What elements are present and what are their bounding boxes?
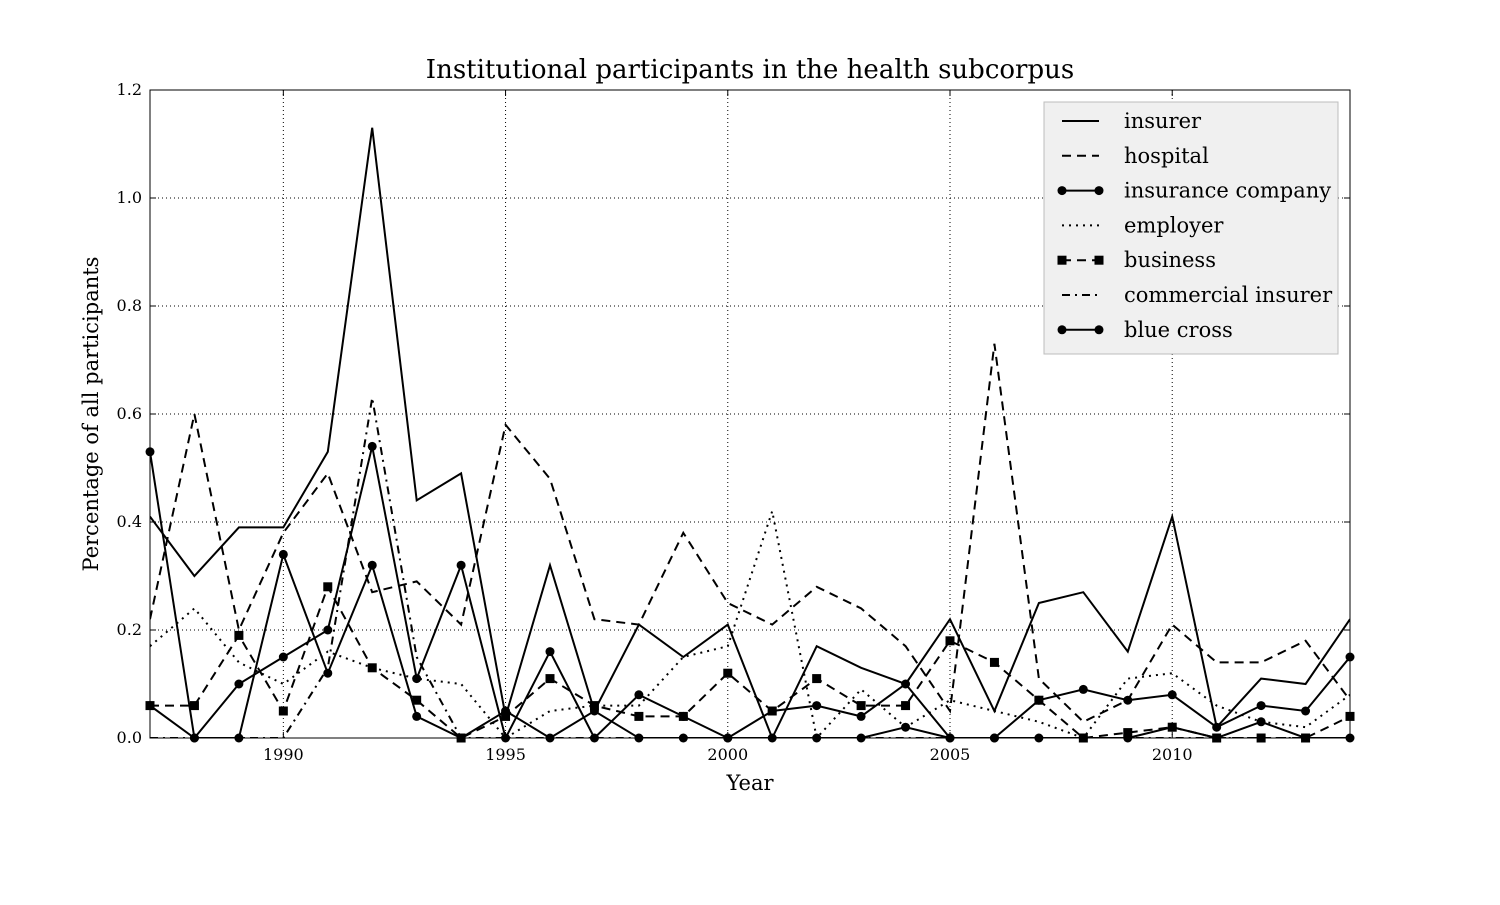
- legend-marker-business: [1057, 255, 1067, 265]
- chart-title: Institutional participants in the health…: [426, 55, 1074, 85]
- data-point-insurance-company: [367, 441, 377, 451]
- y-axis-label: Percentage of all participants: [79, 257, 103, 572]
- series-line-blue-cross: [150, 550, 1350, 738]
- legend-label-commercial-insurer: commercial insurer: [1124, 283, 1333, 307]
- data-point-blue-cross: [412, 711, 422, 721]
- data-point-blue-cross: [1256, 717, 1266, 727]
- legend-marker-business: [1094, 255, 1104, 265]
- data-point-insurance-company: [545, 647, 555, 657]
- series-line-hospital: [150, 343, 1350, 724]
- data-point-business: [323, 582, 333, 592]
- legend-label-insurer: insurer: [1124, 109, 1202, 133]
- data-point-insurance-company: [278, 652, 288, 662]
- data-point-business: [856, 701, 866, 711]
- x-tick-label: 1990: [263, 745, 304, 764]
- x-tick-label: 2010: [1152, 745, 1193, 764]
- x-tick-label: 2005: [930, 745, 971, 764]
- legend-marker-insurance-company: [1094, 186, 1104, 196]
- legend-label-business: business: [1124, 248, 1216, 272]
- data-point-insurance-company: [1167, 690, 1177, 700]
- legend-marker-blue-cross: [1094, 325, 1104, 335]
- series-line-employer: [150, 507, 1350, 738]
- data-point-blue-cross: [901, 722, 911, 732]
- y-tick-label: 0.2: [117, 620, 142, 639]
- legend-label-blue-cross: blue cross: [1124, 318, 1233, 342]
- legend: insurer hospital insurance company employer…: [1043, 101, 1339, 355]
- data-point-insurance-company: [634, 690, 644, 700]
- data-point-business: [1034, 695, 1044, 705]
- data-point-business: [989, 657, 999, 667]
- data-point-business: [901, 701, 911, 711]
- data-point-business: [1123, 728, 1133, 738]
- legend-label-insurance-company: insurance company: [1124, 179, 1331, 203]
- data-point-business: [723, 668, 733, 678]
- y-tick-label: 1.0: [117, 188, 142, 207]
- data-point-insurance-company: [1301, 706, 1311, 716]
- data-point-insurance-company: [856, 711, 866, 721]
- ticks: 0.0 0.2 0.4 0.6 0.8 1.0 1.2 1990 1995 2000 2005 201…: [117, 80, 1350, 764]
- data-point-business: [678, 711, 688, 721]
- data-point-business: [501, 711, 511, 721]
- y-tick-label: 1.2: [117, 80, 142, 99]
- data-point-business: [945, 636, 955, 646]
- data-point-blue-cross: [501, 706, 511, 716]
- legend-label-hospital: hospital: [1124, 144, 1209, 168]
- data-point-insurance-company: [412, 674, 422, 684]
- data-point-insurance-company: [1123, 695, 1133, 705]
- grid: [150, 90, 1350, 738]
- y-tick-label: 0.4: [117, 512, 142, 531]
- data-point-insurance-company: [1256, 701, 1266, 711]
- data-point-business: [589, 701, 599, 711]
- series-line-business: [150, 584, 1350, 738]
- data-point-business: [367, 663, 377, 673]
- data-point-blue-cross: [278, 549, 288, 559]
- data-point-insurance-company: [901, 679, 911, 689]
- data-point-insurance-company: [323, 625, 333, 635]
- data-point-insurance-company: [812, 701, 822, 711]
- series-group: [150, 127, 1350, 738]
- data-point-business: [545, 674, 555, 684]
- y-tick-label: 0.6: [117, 404, 142, 423]
- data-point-blue-cross: [367, 560, 377, 570]
- data-point-blue-cross: [323, 668, 333, 678]
- series-line-commercial-insurer: [150, 397, 1350, 738]
- data-point-business: [412, 695, 422, 705]
- data-point-business: [278, 706, 288, 716]
- data-point-business: [234, 630, 244, 640]
- legend-marker-blue-cross: [1057, 325, 1067, 335]
- y-tick-label: 0.8: [117, 296, 142, 315]
- data-point-business: [767, 706, 777, 716]
- data-point-business: [634, 711, 644, 721]
- legend-label-employer: employer: [1124, 213, 1224, 237]
- data-point-business: [189, 701, 199, 711]
- data-point-insurance-company: [234, 679, 244, 689]
- x-axis-label: Year: [725, 771, 774, 795]
- data-point-insurance-company: [1212, 722, 1222, 732]
- data-point-blue-cross: [1167, 722, 1177, 732]
- data-point-insurance-company: [1078, 684, 1088, 694]
- x-tick-label: 2000: [707, 745, 748, 764]
- legend-box: [1043, 101, 1339, 355]
- legend-marker-insurance-company: [1057, 186, 1067, 196]
- x-tick-label: 1995: [485, 745, 526, 764]
- series-line-insurer: [150, 127, 1350, 738]
- y-tick-label: 0.0: [117, 728, 142, 747]
- data-point-business: [812, 674, 822, 684]
- data-point-blue-cross: [589, 706, 599, 716]
- data-point-insurance-company: [456, 560, 466, 570]
